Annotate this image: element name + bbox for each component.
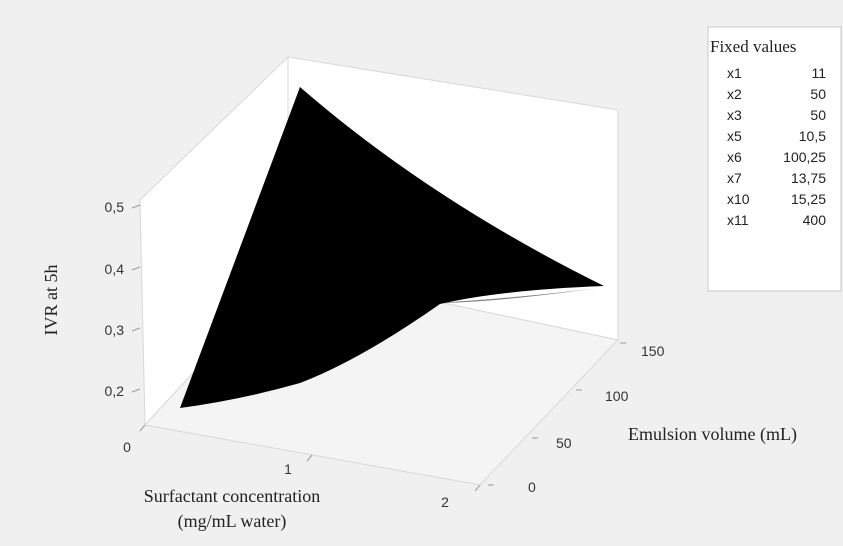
z-axis-label: IVR at 5h — [41, 265, 61, 336]
z-tick-label: 0,5 — [105, 199, 125, 215]
legend-row-name: x1 — [727, 65, 742, 81]
legend-row-value: 13,75 — [791, 170, 826, 186]
z-tick-label: 0,2 — [105, 383, 125, 399]
legend-row-name: x7 — [727, 170, 742, 186]
legend-box — [707, 26, 842, 292]
fixed-values-legend: Fixed values x1 11 x2 50 x3 50 x5 10,5 x6 100,25 x… — [707, 26, 842, 292]
legend-row-value: 50 — [810, 86, 826, 102]
legend-row-name: x3 — [727, 107, 742, 123]
legend-row-value: 400 — [803, 212, 827, 228]
x-tick-marks — [139, 424, 481, 492]
legend-title: Fixed values — [710, 37, 796, 56]
x-tick-label: 1 — [284, 461, 292, 477]
z-tick-label: 0,4 — [105, 261, 125, 277]
legend-row-value: 100,25 — [783, 149, 826, 165]
legend-row-name: x2 — [727, 86, 742, 102]
legend-row-value: 50 — [810, 107, 826, 123]
legend-row-name: x6 — [727, 149, 742, 165]
z-tick-label: 0,3 — [105, 322, 125, 338]
y-tick-marks — [488, 342, 626, 486]
legend-row-name: x5 — [727, 128, 742, 144]
legend-row-name: x10 — [727, 191, 750, 207]
x-tick-label: 0 — [123, 439, 131, 455]
legend-row-value: 10,5 — [799, 128, 826, 144]
y-tick-label: 0 — [528, 479, 536, 495]
y-tick-label: 50 — [556, 435, 572, 451]
legend-row-value: 11 — [811, 65, 826, 81]
y-tick-label: 150 — [641, 343, 665, 359]
legend-row-name: x11 — [727, 212, 749, 228]
y-axis-label: Emulsion volume (mL) — [628, 424, 797, 445]
legend-row-value: 15,25 — [791, 191, 826, 207]
y-tick-label: 100 — [605, 388, 629, 404]
x-tick-label: 2 — [441, 494, 449, 510]
x-axis-label-line1: Surfactant concentration — [144, 486, 320, 506]
z-tick-marks — [131, 204, 141, 393]
x-axis-label-line2: (mg/mL water) — [178, 511, 287, 532]
response-surface — [180, 87, 604, 408]
